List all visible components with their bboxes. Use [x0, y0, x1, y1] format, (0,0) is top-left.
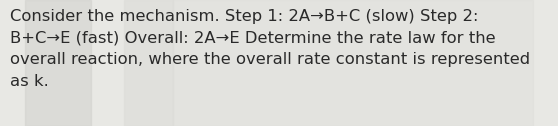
Bar	[25, 0, 91, 126]
Text: Consider the mechanism. Step 1: 2A→B+C (slow) Step 2:
B+C→E (fast) Overall: 2A→E: Consider the mechanism. Step 1: 2A→B+C (…	[10, 9, 530, 89]
Bar	[172, 0, 533, 126]
Bar	[123, 0, 172, 126]
